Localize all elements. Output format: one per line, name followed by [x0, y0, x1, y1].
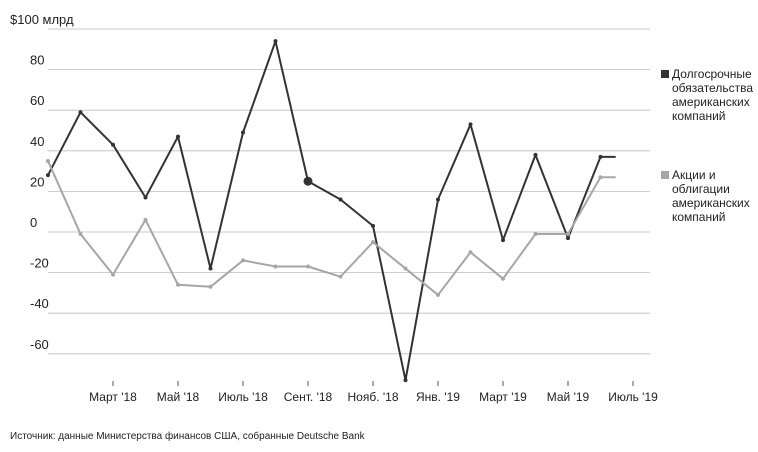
- x-axis-ticks: Март '18 Май '18 Июль '18 Сент. '18 Нояб. '1…: [89, 381, 658, 404]
- y-axis-ticks: $100 млрд 80 60 40 20 0 -20 -40 -60: [10, 12, 74, 352]
- data-point-1: [436, 292, 440, 297]
- data-point-0: [533, 152, 538, 157]
- data-point-0: [338, 197, 343, 202]
- data-point-0: [111, 142, 115, 147]
- data-point-0: [403, 378, 408, 383]
- data-point-0: [241, 130, 245, 135]
- data-point-1: [176, 282, 180, 287]
- x-tick-label: Март '19: [479, 390, 527, 404]
- series-line-1: [47, 160, 616, 296]
- x-tick-label: Нояб. '18: [347, 390, 398, 404]
- y-tick-label: -60: [30, 337, 49, 352]
- legend-label: американских: [672, 95, 750, 109]
- data-point-1: [273, 264, 278, 269]
- y-tick-label: 60: [30, 93, 44, 108]
- legend-label: обязательства: [672, 81, 753, 95]
- data-point-0: [501, 238, 505, 243]
- legend-swatch: [661, 171, 669, 179]
- data-point-1: [533, 232, 538, 237]
- data-point-1: [468, 250, 473, 255]
- x-tick-label: Июль '18: [218, 390, 268, 404]
- data-point-1: [403, 266, 408, 271]
- x-tick-label: Май '18: [157, 390, 200, 404]
- data-point-0: [176, 134, 180, 139]
- legend-label: Акции и: [672, 168, 716, 182]
- data-point-1: [371, 240, 375, 245]
- x-tick-label: Янв. '19: [416, 390, 460, 404]
- y-tick-label: 80: [30, 53, 44, 68]
- y-unit-label: $100 млрд: [10, 12, 74, 27]
- data-point-0: [143, 195, 148, 200]
- legend-label: Долгосрочные: [672, 67, 752, 81]
- data-point-1: [111, 272, 115, 277]
- data-point-1: [338, 274, 343, 279]
- data-point-1: [78, 232, 83, 237]
- data-point-0: [273, 39, 278, 44]
- series-line-0: [47, 40, 616, 382]
- data-point-0: [208, 266, 213, 271]
- data-point-1: [241, 258, 245, 263]
- x-tick-label: Май '19: [547, 390, 590, 404]
- data-point-0: [598, 154, 603, 159]
- data-point-1: [208, 284, 213, 289]
- data-point-0: [566, 236, 570, 241]
- x-tick-label: Июль '19: [608, 390, 658, 404]
- y-tick-label: 0: [30, 215, 37, 230]
- x-tick-label: Сент. '18: [284, 390, 333, 404]
- legend-label: компаний: [672, 109, 726, 123]
- data-point-1: [598, 175, 603, 180]
- y-tick-label: -40: [30, 296, 49, 311]
- data-point-0: [371, 223, 375, 228]
- legend-label: американских: [672, 196, 750, 210]
- data-point-0: [46, 173, 50, 178]
- legend-swatch: [661, 70, 669, 78]
- data-point-1: [306, 264, 310, 269]
- legend-label: облигации: [672, 182, 730, 196]
- data-point-1: [501, 276, 505, 281]
- data-point-1: [566, 232, 570, 237]
- data-point-1: [46, 158, 50, 163]
- grid-lines: [48, 28, 650, 355]
- data-point-0: [78, 110, 83, 115]
- data-point-1: [143, 217, 148, 222]
- legend: Долгосрочныеобязательстваамериканскихком…: [661, 67, 753, 224]
- y-tick-label: 40: [30, 134, 44, 149]
- y-tick-label: -20: [30, 256, 49, 271]
- source-note: Источник: данные Министерства финансов С…: [10, 431, 365, 442]
- series-lines: [46, 39, 616, 383]
- y-tick-label: 20: [30, 174, 44, 189]
- legend-label: компаний: [672, 210, 726, 224]
- data-point-0: [468, 122, 473, 127]
- data-point-0: [436, 197, 440, 202]
- x-tick-label: Март '18: [89, 390, 137, 404]
- data-point-0: [303, 176, 313, 186]
